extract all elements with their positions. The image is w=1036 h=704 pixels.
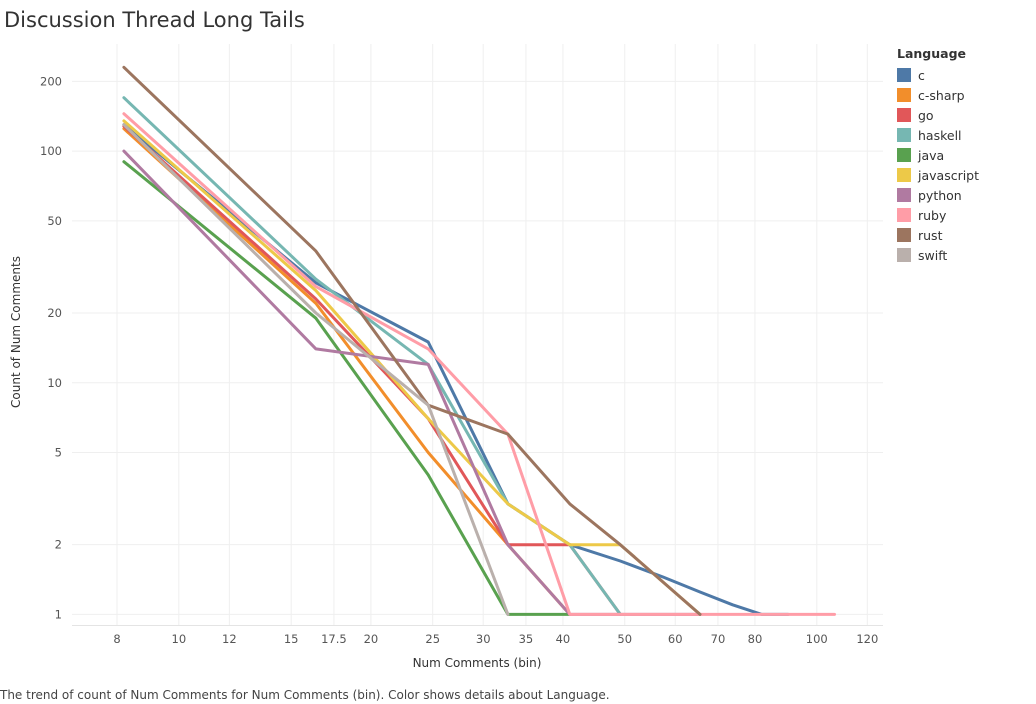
legend-item-python[interactable]: python [897,185,979,205]
caption: The trend of count of Num Comments for N… [0,688,610,702]
legend-swatch [897,228,911,242]
x-tick-label: 25 [425,632,440,646]
series-line-rust[interactable] [122,65,702,616]
legend-label: javascript [918,167,980,183]
legend: Language c c-sharp go haskell java javascript… [897,46,979,265]
x-tick-label: 35 [519,632,534,646]
legend-swatch [897,168,911,182]
legend-item-ruby[interactable]: ruby [897,205,979,225]
x-tick-label: 20 [364,632,379,646]
y-axis-title: Count of Num Comments [9,256,23,408]
legend-item-java[interactable]: java [897,145,979,165]
y-tick-label: 20 [47,306,62,320]
series-line-java[interactable] [122,160,572,616]
legend-swatch [897,148,911,162]
series-line-c[interactable] [122,123,790,616]
y-tick-label: 50 [47,214,62,228]
x-tick-label: 10 [172,632,187,646]
series-lines [122,65,836,616]
legend-item-rust[interactable]: rust [897,225,979,245]
grid [72,44,883,626]
series-line-c-sharp[interactable] [122,127,572,616]
x-tick-label: 70 [711,632,726,646]
series-line-haskell[interactable] [122,96,622,616]
legend-item-javascript[interactable]: javascript [897,165,979,185]
legend-swatch [897,108,911,122]
legend-swatch [897,128,911,142]
y-tick-labels: 1 2 5 10 20 50 100 200 [40,74,62,621]
y-tick-label: 1 [55,607,62,621]
legend-label: swift [918,247,948,263]
legend-swatch [897,68,911,82]
x-tick-label: 12 [222,632,237,646]
x-tick-labels: 8 10 12 15 17.5 20 25 30 35 40 50 60 70 80 100 120 [113,632,878,646]
legend-label: python [918,187,962,203]
legend-label: rust [918,227,943,243]
legend-item-swift[interactable]: swift [897,245,979,265]
legend-item-c-sharp[interactable]: c-sharp [897,85,979,105]
x-tick-label: 60 [668,632,683,646]
y-tick-label: 10 [47,376,62,390]
series-line-swift[interactable] [122,123,510,616]
legend-items: c c-sharp go haskell java javascript python rub… [897,65,979,265]
legend-label: c [918,67,925,83]
x-tick-label: 40 [556,632,571,646]
y-tick-label: 100 [40,144,62,158]
legend-swatch [897,88,911,102]
legend-swatch [897,188,911,202]
legend-swatch [897,248,911,262]
legend-item-c[interactable]: c [897,65,979,85]
legend-label: go [918,107,934,123]
legend-label: ruby [918,207,947,223]
legend-label: java [918,147,945,163]
x-tick-label: 80 [748,632,763,646]
x-tick-label: 50 [617,632,632,646]
x-tick-label: 17.5 [321,632,347,646]
chart-title: Discussion Thread Long Tails [4,8,305,32]
legend-label: haskell [918,127,962,143]
x-tick-label: 100 [806,632,828,646]
x-tick-label: 30 [476,632,491,646]
x-tick-label: 120 [856,632,878,646]
x-axis-title: Num Comments (bin) [413,656,542,670]
legend-label: c-sharp [918,87,965,103]
y-tick-label: 2 [55,538,62,552]
y-tick-label: 200 [40,74,62,88]
x-tick-label: 15 [284,632,299,646]
legend-swatch [897,208,911,222]
x-tick-label: 8 [113,632,120,646]
legend-item-haskell[interactable]: haskell [897,125,979,145]
legend-title: Language [897,46,967,61]
y-tick-label: 5 [55,445,62,459]
legend-item-go[interactable]: go [897,105,979,125]
